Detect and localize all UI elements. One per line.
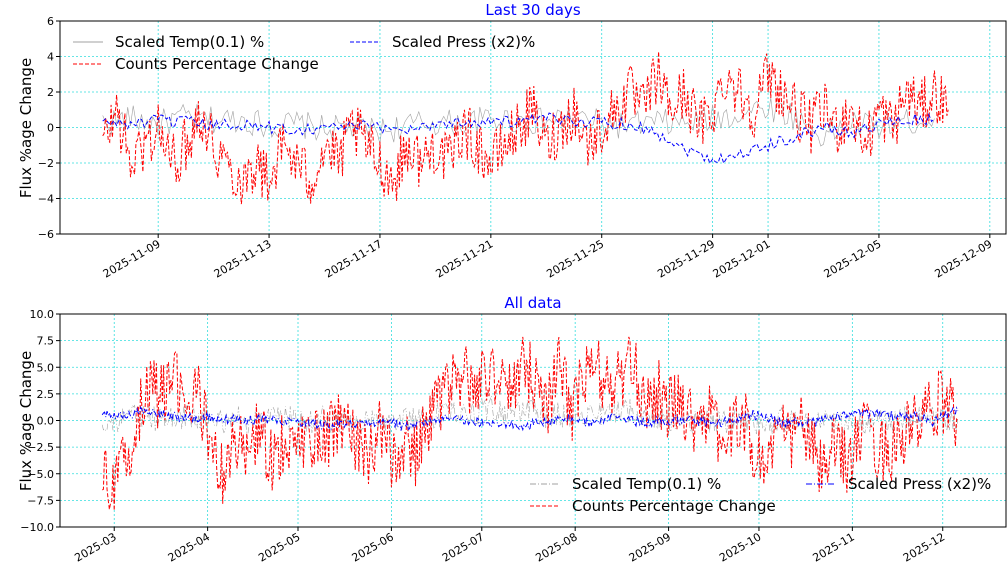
x-tick-label: 2025-12	[901, 530, 947, 564]
legend-label: Scaled Press (x2)%	[848, 475, 991, 493]
series-line-counts-percentage-change	[101, 336, 959, 511]
y-tick-label: −2	[38, 157, 54, 170]
y-tick-label: −10.0	[20, 521, 54, 534]
legend-label: Counts Percentage Change	[115, 55, 319, 73]
series-line-scaled-press-x2	[101, 405, 959, 432]
y-tick-label: −4	[38, 193, 54, 206]
legend-item: Counts Percentage Change	[73, 55, 319, 73]
legend-item: Scaled Press (x2)%	[350, 33, 535, 51]
x-tick-label: 2025-04	[166, 530, 212, 564]
axes-frame	[59, 20, 1007, 235]
y-tick-label: 0.0	[37, 415, 55, 428]
legend-item: Scaled Temp(0.1) %	[530, 475, 721, 493]
x-tick-label: 2025-05	[256, 530, 302, 564]
x-tick-label: 2025-11-29	[655, 237, 717, 280]
x-tick-label: 2025-11-25	[544, 237, 606, 280]
chart-title: All data	[504, 294, 561, 312]
legend-item: Scaled Temp(0.1) %	[73, 33, 264, 51]
axes-frame	[59, 313, 1007, 528]
y-axis-label: Flux %age Change	[17, 58, 35, 198]
legend-label: Scaled Press (x2)%	[392, 33, 535, 51]
x-tick-label: 2025-08	[533, 530, 579, 564]
panel-all-data: 2025-03 2025-04 2025-05 2025-06 2025-07 2025-…	[17, 294, 1007, 565]
legend-item: Counts Percentage Change	[530, 497, 776, 515]
x-tick-label: 2025-11	[811, 530, 857, 564]
y-tick-label: −2.5	[27, 441, 54, 454]
x-tick-label: 2025-09	[627, 530, 673, 564]
y-tick-label: 7.5	[37, 335, 55, 348]
legend-item: Scaled Press (x2)%	[806, 475, 991, 493]
x-tick-label: 2025-11-09	[101, 237, 163, 280]
legend: Scaled Temp(0.1) % Counts Percentage Chan…	[73, 33, 535, 73]
x-tick-label: 2025-11-21	[433, 237, 495, 280]
x-tick-label: 2025-06	[350, 530, 396, 564]
x-tick-label: 2025-12-09	[932, 237, 994, 280]
x-tick-label: 2025-10	[717, 530, 763, 564]
legend: Scaled Temp(0.1) % Counts Percentage Chan…	[530, 475, 991, 515]
y-tick-label: 2.5	[37, 388, 55, 401]
y-tick-label: 10.0	[30, 308, 55, 321]
y-tick-label: 4	[47, 51, 54, 64]
x-tick-label: 2025-11-13	[212, 237, 274, 280]
x-tick-label: 2025-03	[72, 530, 118, 564]
series-line-scaled-press-x2	[102, 112, 935, 165]
legend-label: Counts Percentage Change	[572, 497, 776, 515]
panel-last-30-days: 2025-11-09 2025-11-13 2025-11-17 2025-11-21…	[17, 1, 1007, 281]
series-line-scaled-temp-0-1	[101, 395, 959, 438]
y-tick-label: 0	[47, 122, 54, 135]
x-tick-label: 2025-12-05	[822, 237, 884, 280]
y-tick-label: −7.5	[27, 494, 54, 507]
y-axis-label: Flux %age Change	[17, 351, 35, 491]
x-tick-label: 2025-11-17	[323, 237, 385, 280]
chart-title: Last 30 days	[485, 1, 580, 19]
legend-label: Scaled Temp(0.1) %	[572, 475, 721, 493]
legend-label: Scaled Temp(0.1) %	[115, 33, 264, 51]
y-tick-label: 2	[47, 86, 54, 99]
y-tick-label: −6	[38, 228, 54, 241]
series-line-counts-percentage-change	[102, 51, 949, 205]
x-tick-label: 2025-07	[440, 530, 486, 564]
y-tick-label: 6	[47, 15, 54, 28]
x-tick-label: 2025-12-01	[711, 237, 773, 280]
y-tick-label: −5.0	[27, 468, 54, 481]
y-tick-label: 5.0	[37, 361, 55, 374]
